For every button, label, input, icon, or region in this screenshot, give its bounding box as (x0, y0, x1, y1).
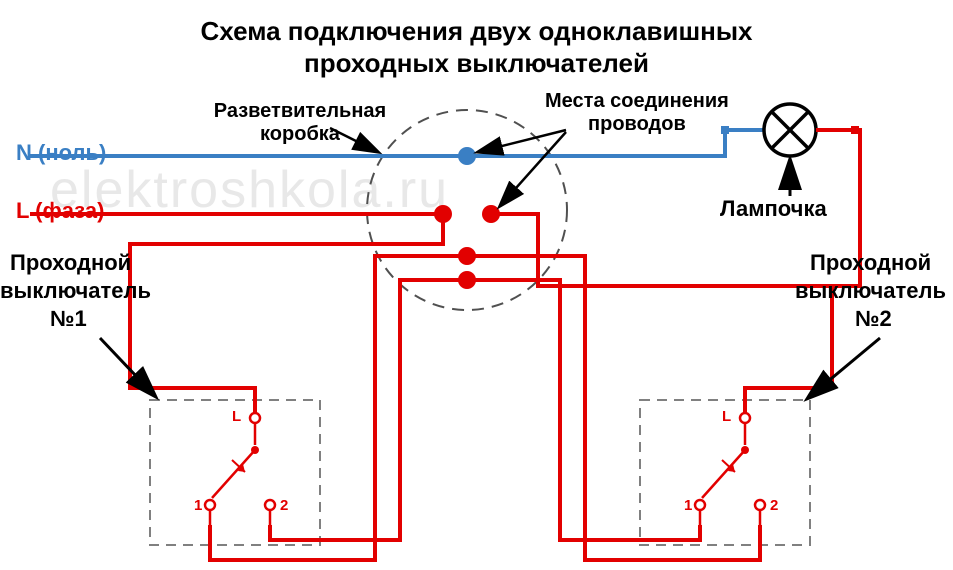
sw1-t2-label: 2 (280, 497, 288, 514)
lamp-label: Лампочка (720, 196, 827, 222)
switch2-label-2: выключатель (795, 278, 946, 304)
switch2-label-1: Проходной (810, 250, 931, 276)
switch1-label-1: Проходной (10, 250, 131, 276)
neutral-label: N (ноль) (16, 140, 106, 166)
connection-points-label: Места соединения проводов (545, 90, 729, 136)
switch1-label-2: выключатель (0, 278, 151, 304)
switch1-label-3: №1 (50, 306, 87, 332)
title-line-2: проходных выключателей (0, 48, 953, 79)
sw1-L-label: L (232, 408, 241, 425)
sw2-t2-label: 2 (770, 497, 778, 514)
phase-label: L (фаза) (16, 198, 104, 224)
sw1-t1-label: 1 (194, 497, 202, 514)
sw2-t1-label: 1 (684, 497, 692, 514)
junction-box-label: Разветвительная коробка (190, 100, 410, 146)
title-line-1: Схема подключения двух одноклавишных (0, 16, 953, 47)
sw2-L-label: L (722, 408, 731, 425)
switch2-label-3: №2 (855, 306, 892, 332)
